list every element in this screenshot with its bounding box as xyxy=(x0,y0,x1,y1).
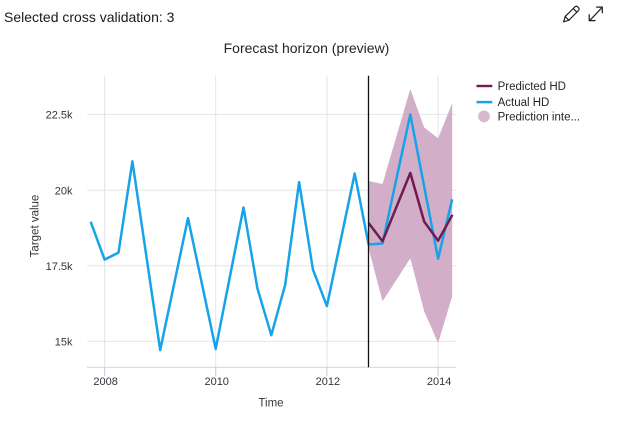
svg-text:2010: 2010 xyxy=(204,376,228,388)
svg-text:Prediction inte...: Prediction inte... xyxy=(498,112,580,124)
svg-text:2012: 2012 xyxy=(316,376,340,388)
svg-text:Predicted HD: Predicted HD xyxy=(498,81,566,93)
svg-text:17.5k: 17.5k xyxy=(46,261,73,273)
svg-text:15k: 15k xyxy=(55,337,73,349)
svg-text:Time: Time xyxy=(258,398,283,410)
svg-text:Target value: Target value xyxy=(30,195,42,258)
svg-text:2014: 2014 xyxy=(427,376,451,388)
svg-text:Actual HD: Actual HD xyxy=(498,97,550,109)
svg-text:2008: 2008 xyxy=(93,376,117,388)
svg-text:22.5k: 22.5k xyxy=(46,110,73,122)
svg-text:20k: 20k xyxy=(55,185,73,197)
